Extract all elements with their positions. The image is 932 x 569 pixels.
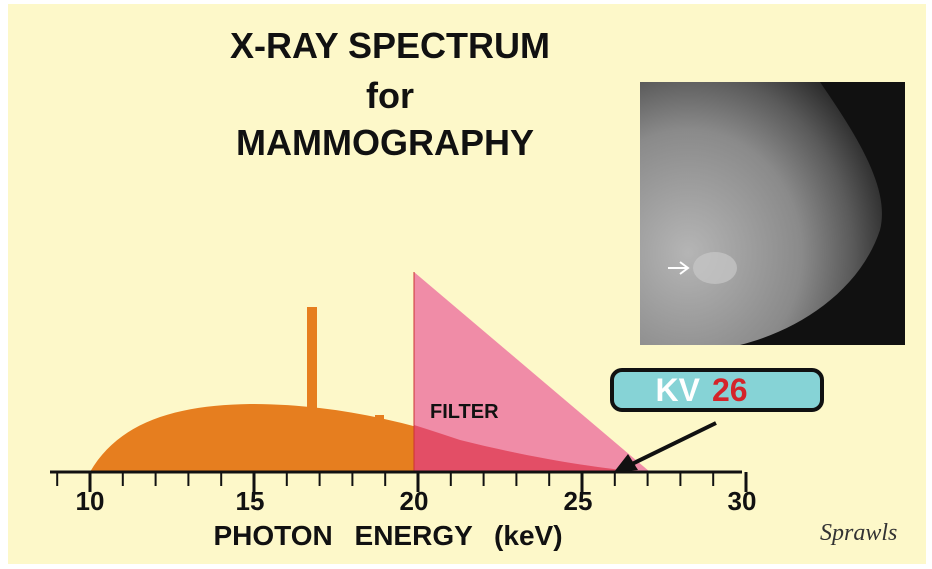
kv-label: KV — [656, 372, 701, 408]
tick-label: 15 — [236, 486, 265, 516]
tick-label: 20 — [400, 486, 429, 516]
signature: Sprawls — [820, 520, 897, 546]
title-line: X-RAY SPECTRUM — [230, 25, 550, 66]
axis-label: PHOTON ENERGY (keV) — [213, 520, 562, 551]
mammogram — [640, 82, 905, 345]
filter-label: FILTER — [430, 401, 499, 423]
tick-label: 25 — [564, 486, 593, 516]
title-line: for — [366, 75, 414, 116]
tick-label: 10 — [76, 486, 105, 516]
slide: X-RAY SPECTRUM for MAMMOGRAPHY 10 15 20 … — [0, 0, 932, 569]
tick-label: 30 — [728, 486, 757, 516]
title-line: MAMMOGRAPHY — [236, 122, 534, 163]
kv-value: 26 — [712, 372, 748, 408]
kv-box: KV 26 — [612, 370, 822, 410]
